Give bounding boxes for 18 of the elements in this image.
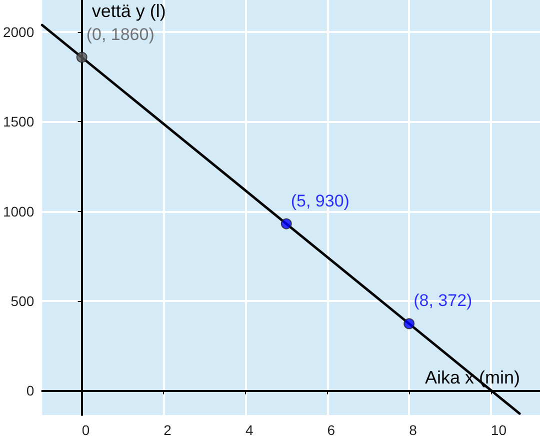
y-tick-label: 2000: [2, 24, 34, 40]
y-tick-label: 0: [26, 382, 34, 398]
point: [280, 218, 292, 230]
x-tick-label: 8: [409, 422, 418, 437]
x-tick-label: 6: [327, 422, 336, 437]
x-tick-label: 2: [164, 422, 172, 437]
y-tick-label: 1500: [2, 114, 34, 130]
x-tick-label: 0: [82, 422, 90, 437]
y-tick-label: 500: [10, 292, 34, 309]
point: [76, 52, 88, 63]
x-tick-label: 4: [245, 422, 254, 437]
x-tick-label: 10: [490, 422, 507, 437]
annotation: (5, 930): [290, 191, 350, 210]
annotation: (0, 1860): [86, 24, 154, 44]
annotation: (8, 372): [414, 291, 472, 310]
point: [404, 318, 415, 330]
y-tick-label: 1000: [2, 203, 34, 220]
y-axis-title: vettä y (l): [92, 1, 166, 21]
